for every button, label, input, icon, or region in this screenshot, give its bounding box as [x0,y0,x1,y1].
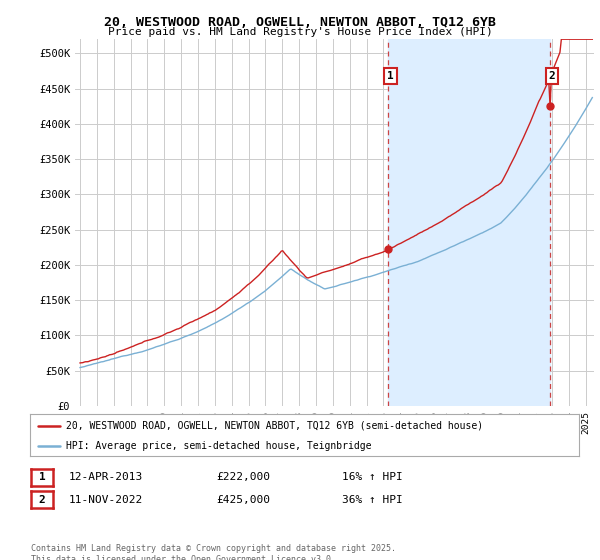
Text: 2: 2 [38,494,46,505]
Text: 12-APR-2013: 12-APR-2013 [69,472,143,482]
Text: 16% ↑ HPI: 16% ↑ HPI [342,472,403,482]
Text: 20, WESTWOOD ROAD, OGWELL, NEWTON ABBOT, TQ12 6YB: 20, WESTWOOD ROAD, OGWELL, NEWTON ABBOT,… [104,16,496,29]
Bar [388,39,550,406]
Text: £425,000: £425,000 [216,494,270,505]
Text: 20, WESTWOOD ROAD, OGWELL, NEWTON ABBOT, TQ12 6YB (semi-detached house): 20, WESTWOOD ROAD, OGWELL, NEWTON ABBOT,… [65,421,483,431]
Text: Contains HM Land Registry data © Crown copyright and database right 2025.
This d: Contains HM Land Registry data © Crown c… [31,544,396,560]
Text: Price paid vs. HM Land Registry's House Price Index (HPI): Price paid vs. HM Land Registry's House … [107,27,493,37]
Text: HPI: Average price, semi-detached house, Teignbridge: HPI: Average price, semi-detached house,… [65,441,371,451]
Text: 1: 1 [38,472,46,482]
Text: 36% ↑ HPI: 36% ↑ HPI [342,494,403,505]
Text: 2: 2 [548,71,556,81]
Text: 1: 1 [387,71,394,81]
Text: £222,000: £222,000 [216,472,270,482]
Text: 11-NOV-2022: 11-NOV-2022 [69,494,143,505]
